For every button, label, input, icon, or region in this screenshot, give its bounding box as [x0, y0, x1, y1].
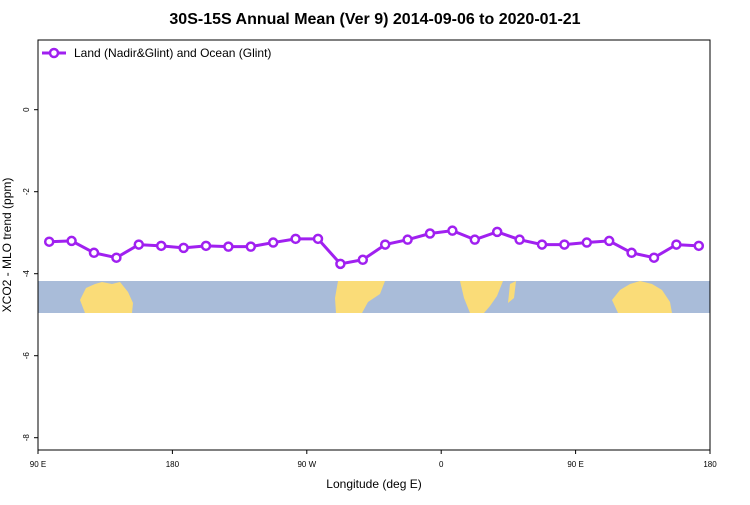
y-axis-label: XCO2 - MLO trend (ppm): [0, 178, 14, 313]
point: [626, 247, 637, 259]
point: [447, 225, 458, 236]
land: [508, 281, 516, 303]
series-line: [49, 229, 699, 266]
point: [312, 233, 324, 245]
x-tick-label: 180: [703, 460, 717, 469]
x-tick-label: 0: [439, 460, 444, 469]
point: [43, 236, 55, 247]
point: [648, 252, 660, 263]
land: [612, 281, 672, 313]
point: [290, 233, 301, 245]
point: [357, 254, 369, 266]
point: [514, 234, 525, 245]
point: [111, 252, 122, 263]
point: [200, 240, 212, 252]
legend-label: Land (Nadir&Glint) and Ocean (Glint): [74, 46, 271, 60]
point: [536, 239, 548, 250]
point: [267, 237, 279, 248]
map-band: [38, 281, 710, 313]
point: [581, 237, 593, 248]
land: [80, 282, 133, 313]
point: [178, 242, 189, 254]
point: [693, 240, 705, 252]
point: [402, 234, 413, 245]
x-tick-label: 180: [166, 460, 180, 469]
point: [66, 235, 77, 247]
y-tick-label: 0: [22, 107, 31, 112]
plot-frame: [37, 39, 711, 451]
y-tick-label: -6: [22, 352, 31, 360]
x-tick-label: 90 E: [30, 460, 46, 469]
point: [424, 228, 436, 239]
point: [491, 226, 503, 238]
point: [335, 258, 346, 270]
point: [671, 239, 682, 250]
point: [223, 241, 234, 252]
point: [559, 239, 570, 250]
x-tick-label: 90 E: [567, 460, 583, 469]
legend-marker: [48, 47, 60, 59]
x-axis-label: Longitude (deg E): [326, 477, 421, 491]
point: [469, 234, 481, 245]
y-tick-label: -4: [22, 270, 31, 278]
point: [245, 241, 257, 252]
point: [379, 239, 391, 250]
chart-title: 30S-15S Annual Mean (Ver 9) 2014-09-06 t…: [169, 11, 580, 28]
point: [603, 235, 615, 247]
point: [155, 240, 167, 252]
land: [335, 281, 385, 313]
y-tick-label: -8: [22, 434, 31, 442]
point: [88, 247, 100, 259]
y-tick-label: -2: [22, 188, 31, 196]
x-tick-label: 90 W: [297, 460, 316, 469]
land: [460, 281, 503, 313]
point: [133, 239, 145, 250]
legend: Land (Nadir&Glint) and Ocean (Glint): [42, 46, 271, 60]
